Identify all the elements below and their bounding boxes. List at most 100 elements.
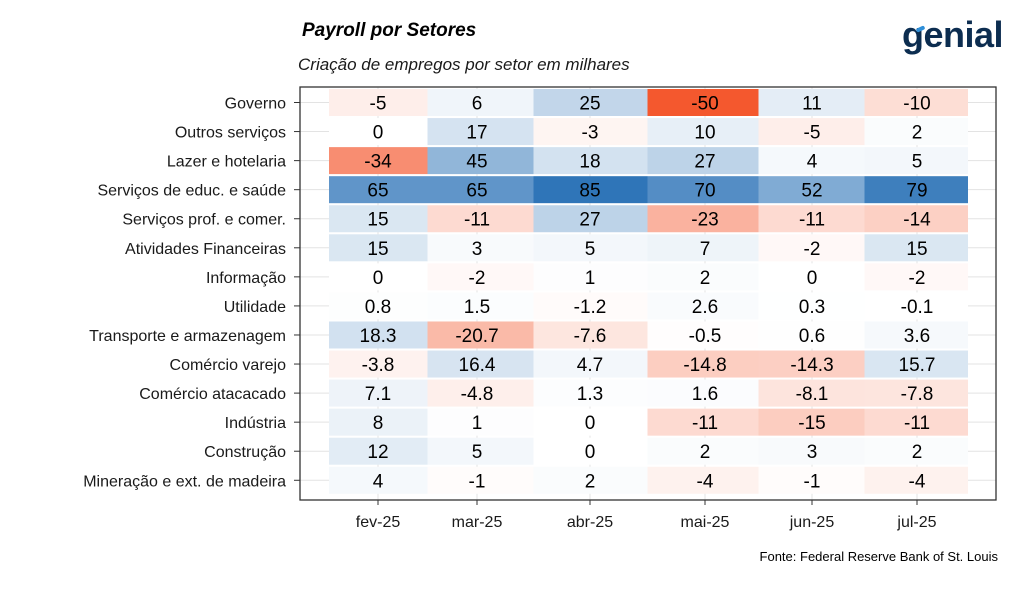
heatmap-cell <box>647 408 759 436</box>
heatmap-cell <box>864 321 968 349</box>
cell-value-label: -11 <box>904 413 930 434</box>
column-tick-label: jul-25 <box>896 514 936 531</box>
cell-value-label: -0.1 <box>901 297 934 318</box>
cell-value-label: -14 <box>903 210 931 231</box>
heatmap-cell <box>329 466 428 494</box>
heatmap-cell <box>758 147 865 175</box>
row-tick-label: Transporte e armazenagem <box>89 328 286 345</box>
cell-value-label: 2 <box>700 268 711 289</box>
cell-value-label: -1 <box>469 471 486 492</box>
heatmap-cell <box>647 234 759 262</box>
cell-value-label: -10 <box>903 94 930 115</box>
row-tick-label: Comércio atacacado <box>139 386 286 403</box>
column-tick-label: abr-25 <box>567 514 613 531</box>
cell-value-label: 15 <box>367 210 388 231</box>
heatmap-cell <box>758 292 865 320</box>
heatmap-cell <box>864 147 968 175</box>
cell-value-label: 12 <box>367 442 388 463</box>
row-tick-label: Serviços prof. e comer. <box>122 212 286 229</box>
cell-value-label: 79 <box>906 181 927 202</box>
cell-value-label: 27 <box>579 210 600 231</box>
cell-value-label: -50 <box>691 94 718 115</box>
cell-value-label: -3 <box>582 123 599 144</box>
cell-value-label: -11 <box>799 210 825 231</box>
heatmap-cell <box>533 408 648 436</box>
heatmap-cell <box>647 379 759 407</box>
cell-value-label: -7.8 <box>901 384 934 405</box>
column-tick-label: mai-25 <box>681 514 730 531</box>
heatmap-cell <box>533 176 648 204</box>
brand-logo: genial <box>902 14 1004 55</box>
heatmap-cell <box>864 292 968 320</box>
heatmap-cell <box>533 118 648 146</box>
cell-value-label: 0 <box>585 413 596 434</box>
heatmap-cell <box>329 234 428 262</box>
heatmap-cell <box>427 118 534 146</box>
heatmap-cell <box>427 89 534 116</box>
heatmap-cell <box>329 292 428 320</box>
heatmap-cell <box>427 292 534 320</box>
cell-value-label: -8.1 <box>796 384 829 405</box>
cell-value-label: -0.5 <box>689 326 722 347</box>
cell-value-label: -5 <box>804 123 821 144</box>
cell-value-label: 18.3 <box>360 326 397 347</box>
cell-value-label: 2.6 <box>692 297 718 318</box>
cell-value-label: 6 <box>472 94 483 115</box>
heatmap-cell <box>758 89 865 116</box>
cell-value-label: 3 <box>472 239 483 260</box>
cell-value-label: -4 <box>697 471 714 492</box>
heatmap-cell <box>758 118 865 146</box>
heatmap-cell <box>533 292 648 320</box>
heatmap-cell <box>533 379 648 407</box>
cell-value-label: 0 <box>585 442 596 463</box>
heatmap-cell <box>864 234 968 262</box>
cell-value-label: -11 <box>692 413 718 434</box>
row-tick-label: Mineração e ext. de madeira <box>83 473 286 490</box>
cell-value-label: 70 <box>694 181 715 202</box>
heatmap-cell <box>758 379 865 407</box>
cell-value-label: -7.6 <box>574 326 607 347</box>
column-tick-label: fev-25 <box>356 514 401 531</box>
cell-value-label: 5 <box>912 152 923 173</box>
heatmap-cell <box>427 234 534 262</box>
heatmap-cell <box>329 263 428 291</box>
heatmap-cell <box>864 176 968 204</box>
cell-value-label: 4 <box>373 471 384 492</box>
heatmap-cell <box>647 205 759 233</box>
column-tick-label: mar-25 <box>452 514 503 531</box>
heatmap-cell <box>427 176 534 204</box>
heatmap-cell <box>533 466 648 494</box>
cell-value-label: 0.8 <box>365 297 391 318</box>
cell-value-label: 5 <box>585 239 596 260</box>
heatmap-cell <box>427 408 534 436</box>
plot-border <box>299 86 997 501</box>
heatmap-cell <box>329 408 428 436</box>
cell-value-label: 85 <box>579 181 600 202</box>
heatmap-cell <box>864 350 968 378</box>
chart-title: Payroll por Setores <box>302 20 477 41</box>
cell-value-label: -20.7 <box>455 326 498 347</box>
cell-value-label: 65 <box>466 181 487 202</box>
column-tick-label: jun-25 <box>789 514 835 531</box>
heatmap-cell <box>533 350 648 378</box>
cell-value-label: 0.6 <box>799 326 825 347</box>
heatmap-cell <box>427 205 534 233</box>
heatmap-cell <box>427 147 534 175</box>
cell-value-label: 45 <box>466 152 487 173</box>
cell-value-label: 8 <box>373 413 384 434</box>
cell-value-label: -3.8 <box>362 355 395 376</box>
cell-value-label: 0 <box>373 123 384 144</box>
heatmap-cell <box>329 176 428 204</box>
heatmap-cell <box>647 147 759 175</box>
heatmap-cell <box>329 350 428 378</box>
heatmap-cell <box>758 176 865 204</box>
cell-value-label: 15 <box>906 239 927 260</box>
chart-subtitle: Criação de empregos por setor em milhare… <box>298 55 630 74</box>
cell-value-label: -2 <box>909 268 926 289</box>
cell-value-label: -4 <box>909 471 926 492</box>
cell-value-label: 0 <box>807 268 818 289</box>
heatmap-cell <box>758 350 865 378</box>
heatmap-cell <box>647 263 759 291</box>
cell-value-label: 0.3 <box>799 297 825 318</box>
